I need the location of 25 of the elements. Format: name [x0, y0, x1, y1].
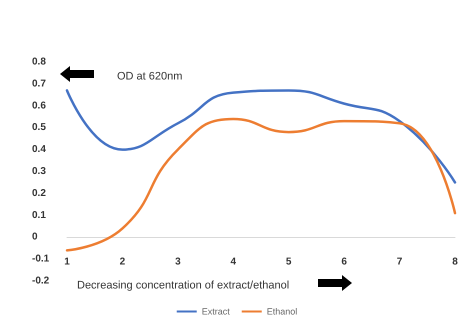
x-tick-label: 3: [175, 256, 182, 268]
x-tick-label: 1: [64, 256, 70, 268]
y-tick-label: 0: [32, 232, 38, 243]
y-tick-label: 0.4: [32, 144, 46, 156]
x-tick-label: 8: [452, 256, 458, 268]
line-series: [66, 89, 456, 184]
y-tick-label: -0.1: [32, 254, 50, 265]
y-tick-label: 0.2: [32, 188, 46, 199]
y-tick-label: 0.6: [32, 100, 46, 112]
x-tick-label: 5: [286, 256, 292, 268]
y-tick-label: 0.1: [32, 210, 46, 221]
y-tick-label: -0.2: [32, 276, 50, 286]
y-tick-label: 0.5: [32, 122, 46, 134]
y-tick-label: 0.3: [32, 166, 46, 177]
y-axis-title: OD at 620nm: [117, 70, 182, 82]
x-tick-label: 7: [396, 256, 403, 268]
legend-label: Ethanol: [266, 306, 298, 316]
y-tick-label: 0.7: [32, 78, 46, 90]
y-tick-label: 0.8: [32, 56, 46, 68]
x-axis-title: Decreasing concentration of extract/ethanol: [77, 280, 290, 292]
x-tick-label: 4: [230, 256, 237, 268]
line-series: [66, 118, 456, 252]
x-tick-label: 6: [341, 256, 348, 268]
legend-label: Extract: [202, 306, 230, 316]
x-tick-label: 2: [120, 256, 126, 268]
